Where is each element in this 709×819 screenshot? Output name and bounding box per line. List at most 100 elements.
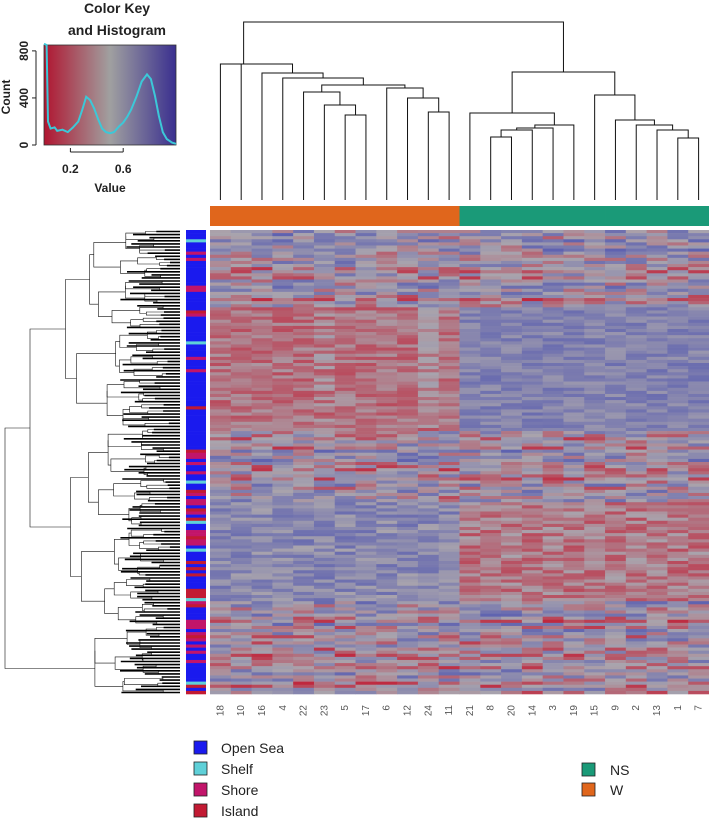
heatmap-cell (563, 403, 585, 407)
heatmap-cell (313, 304, 336, 308)
heatmap-cell (667, 248, 689, 252)
row-side-cell (186, 437, 206, 441)
row-side-cell (186, 625, 206, 630)
heatmap-cell (230, 644, 252, 648)
heatmap-cell (521, 471, 544, 475)
heatmap-cell (563, 418, 585, 423)
row-side-cell (186, 591, 206, 596)
heatmap-cell (397, 625, 419, 630)
heatmap-cell (667, 341, 689, 345)
heatmap-cell (584, 375, 606, 379)
heatmap-cell (313, 359, 336, 364)
heatmap-cell (646, 526, 668, 531)
heatmap-cell (542, 564, 564, 568)
row-side-cell (186, 328, 206, 333)
dendrogram-branch (427, 111, 450, 200)
heatmap-cell (313, 681, 336, 686)
heatmap-cell (376, 455, 398, 460)
heatmap-cell (251, 619, 273, 624)
heatmap-cell (272, 403, 294, 407)
heatmap-cell (230, 508, 252, 512)
heatmap-cell (563, 369, 585, 373)
heatmap-cell (459, 539, 481, 543)
heatmap-cell (417, 409, 440, 413)
heatmap-cell (313, 301, 336, 305)
heatmap-cell (272, 595, 294, 599)
heatmap-cell (376, 366, 398, 370)
heatmap-cell (501, 273, 523, 277)
row-side-cell (186, 629, 206, 633)
heatmap-cell (542, 257, 564, 262)
heatmap-cell (334, 539, 356, 543)
heatmap-cell (210, 582, 232, 587)
heatmap-cell (417, 372, 440, 376)
heatmap-cell (667, 270, 689, 274)
heatmap-cell (584, 452, 606, 457)
heatmap-cell (625, 663, 648, 667)
heatmap-cell (625, 604, 648, 608)
heatmap-cell (397, 641, 419, 645)
row-side-cell (186, 384, 206, 389)
heatmap-cell (251, 576, 273, 580)
heatmap-cell (605, 468, 627, 472)
heatmap-cell (397, 390, 419, 395)
heatmap-cell (605, 530, 627, 534)
heatmap-cell (521, 570, 544, 574)
heatmap-cell (313, 591, 336, 596)
heatmap-cell (376, 264, 398, 268)
heatmap-cell (501, 236, 523, 240)
heatmap-cell (480, 421, 502, 426)
heatmap-cell (355, 264, 377, 268)
heatmap-cell (542, 384, 564, 389)
heatmap-cell (480, 418, 502, 423)
heatmap-cell (625, 690, 648, 695)
heatmap-cell (272, 678, 294, 682)
heatmap-cell (438, 397, 460, 401)
heatmap-cell (210, 418, 232, 423)
row-side-cell (186, 545, 206, 549)
row-side-cell (186, 502, 206, 506)
heatmap-cell (646, 483, 668, 488)
heatmap-cell (625, 421, 648, 426)
heatmap-cell (334, 270, 356, 274)
heatmap-cell (355, 502, 377, 506)
heatmap-cell (272, 338, 294, 342)
heatmap-cell (210, 316, 232, 320)
heatmap-cell (293, 672, 315, 676)
heatmap-cell (459, 322, 481, 327)
row-side-cell (186, 539, 206, 543)
heatmap-cell (293, 496, 315, 500)
heatmap-cell (313, 474, 336, 478)
heatmap-cell (459, 644, 481, 648)
column-group-cell (459, 206, 481, 226)
heatmap-cell (563, 576, 585, 580)
heatmap-cell (688, 397, 709, 401)
heatmap-cell (521, 579, 544, 583)
heatmap-cell (459, 582, 481, 587)
heatmap-cell (376, 400, 398, 404)
heatmap-cell (230, 431, 252, 435)
heatmap-cell (313, 338, 336, 342)
heatmap-cell (230, 496, 252, 500)
heatmap-cell (230, 233, 252, 237)
heatmap-cell (438, 291, 460, 296)
heatmap-cell (438, 471, 460, 475)
heatmap-cell (480, 613, 502, 617)
heatmap-cell (417, 536, 440, 540)
heatmap-cell (355, 393, 377, 398)
heatmap-cell (417, 242, 440, 246)
heatmap-cell (376, 279, 398, 283)
heatmap-cell (646, 313, 668, 317)
heatmap-cell (605, 471, 627, 475)
heatmap-cell (459, 427, 481, 432)
heatmap-cell (397, 301, 419, 305)
heatmap-cell (667, 409, 689, 413)
heatmap-cell (605, 230, 627, 234)
heatmap-cell (210, 647, 232, 651)
column-group-cell (521, 206, 544, 226)
heatmap-cell (542, 644, 564, 648)
heatmap-cell (272, 251, 294, 256)
heatmap-cell (210, 431, 232, 435)
heatmap-cell (459, 579, 481, 583)
heatmap-cell (605, 573, 627, 577)
